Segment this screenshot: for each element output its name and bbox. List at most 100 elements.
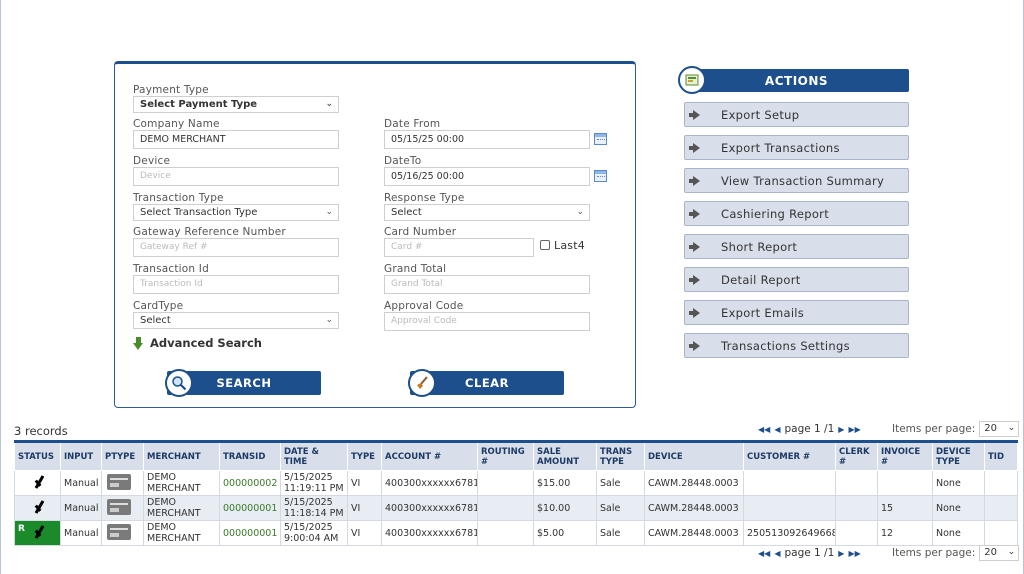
- action-view-transaction-summary[interactable]: View Transaction Summary: [684, 168, 909, 193]
- col-clerk[interactable]: CLERK #: [835, 441, 878, 471]
- calendar-icon[interactable]: [594, 170, 607, 182]
- action-transactions-settings[interactable]: Transactions Settings: [684, 333, 909, 358]
- approval-code-input[interactable]: Approval Code: [384, 312, 590, 331]
- gateway-ref-input[interactable]: Gateway Ref #: [133, 238, 339, 257]
- invoice-cell: [877, 470, 933, 496]
- col-transid[interactable]: TRANSID: [219, 441, 281, 471]
- items-per-page-value: 20: [984, 547, 997, 558]
- action-label: Export Transactions: [721, 140, 840, 155]
- status-cell: R: [14, 520, 61, 546]
- device-type-cell: None: [932, 495, 985, 521]
- account-cell: 400300xxxxxx6781: [381, 495, 478, 521]
- search-button-label: SEARCH: [216, 376, 272, 390]
- col-device-type[interactable]: DEVICE TYPE: [932, 441, 985, 471]
- chevron-down-icon: ⌄: [325, 315, 333, 325]
- next-page-icon[interactable]: ▶: [838, 424, 845, 434]
- col-input[interactable]: INPUT: [60, 441, 102, 471]
- action-label: View Transaction Summary: [721, 173, 885, 188]
- last-page-icon[interactable]: ▶▶: [848, 548, 861, 558]
- payment-type-select[interactable]: Select Payment Type ⌄: [133, 96, 339, 113]
- action-cashiering-report[interactable]: Cashiering Report: [684, 201, 909, 226]
- first-page-icon[interactable]: ◀◀: [758, 424, 771, 434]
- action-export-setup[interactable]: Export Setup: [684, 102, 909, 127]
- col-device[interactable]: DEVICE: [644, 441, 744, 471]
- search-button[interactable]: SEARCH: [165, 369, 321, 397]
- response-type-label: Response Type: [384, 192, 465, 204]
- response-type-value: Select: [391, 207, 422, 218]
- date-from-input[interactable]: 05/15/25 00:00: [384, 130, 590, 149]
- col-account[interactable]: ACCOUNT #: [381, 441, 478, 471]
- first-page-icon[interactable]: ◀◀: [758, 548, 771, 558]
- arrow-right-icon: [689, 110, 700, 120]
- transid-cell[interactable]: 000000001: [219, 495, 281, 521]
- next-page-icon[interactable]: ▶: [838, 548, 845, 558]
- chevron-down-icon: ⌄: [325, 99, 333, 109]
- tid-cell: [984, 470, 1018, 496]
- arrow-right-icon: [689, 143, 700, 153]
- response-type-select[interactable]: Select ⌄: [384, 204, 590, 221]
- transaction-type-value: Select Transaction Type: [140, 207, 258, 218]
- items-per-page-select[interactable]: 20 ⌄: [979, 545, 1020, 561]
- col-invoice[interactable]: INVOICE #: [877, 441, 933, 471]
- transid-cell[interactable]: 000000001: [219, 520, 281, 546]
- col-routing[interactable]: ROUTING #: [477, 441, 534, 471]
- trans-type-cell: Sale: [596, 495, 645, 521]
- chevron-down-icon: ⌄: [1007, 423, 1016, 433]
- card-type-select[interactable]: Select ⌄: [133, 312, 339, 329]
- items-per-page-select[interactable]: 20 ⌄: [979, 421, 1020, 437]
- clerk-cell: [835, 520, 878, 546]
- col-ptype[interactable]: PTYPE: [101, 441, 144, 471]
- ptype-cell: [101, 495, 144, 521]
- col-customer[interactable]: CUSTOMER #: [743, 441, 836, 471]
- advanced-search-toggle[interactable]: Advanced Search: [133, 336, 262, 350]
- col-date-time[interactable]: DATE & TIME: [280, 441, 348, 471]
- date-to-input[interactable]: 05/16/25 00:00: [384, 167, 590, 186]
- table-row[interactable]: Manual DEMO MERCHANT 000000001 5/15/2025…: [14, 495, 1018, 521]
- datetime-cell: 5/15/2025 9:00:04 AM: [280, 520, 348, 546]
- device-input[interactable]: Device: [133, 167, 339, 186]
- input-cell: Manual: [60, 470, 102, 496]
- transaction-type-select[interactable]: Select Transaction Type ⌄: [133, 204, 339, 221]
- card-type-value: Select: [140, 315, 171, 326]
- credit-card-icon: [107, 473, 131, 490]
- company-name-input[interactable]: DEMO MERCHANT: [133, 130, 339, 149]
- action-label: Short Report: [721, 239, 798, 254]
- col-merchant[interactable]: MERCHANT: [143, 441, 220, 471]
- payment-type-label: Payment Type: [133, 84, 209, 96]
- arrow-right-icon: [689, 242, 700, 252]
- tid-cell: [984, 495, 1018, 521]
- table-row[interactable]: Manual DEMO MERCHANT 000000002 5/15/2025…: [14, 470, 1018, 496]
- transid-cell[interactable]: 000000002: [219, 470, 281, 496]
- checkmark-icon: [31, 525, 45, 539]
- card-number-input[interactable]: Card #: [384, 238, 534, 257]
- action-label: Cashiering Report: [721, 206, 830, 221]
- grand-total-input[interactable]: Grand Total: [384, 275, 590, 294]
- clear-button[interactable]: CLEAR: [408, 369, 564, 397]
- prev-page-icon[interactable]: ◀: [774, 548, 781, 558]
- merchant-cell: DEMO MERCHANT: [143, 520, 220, 546]
- advanced-search-label: Advanced Search: [150, 336, 262, 350]
- action-detail-report[interactable]: Detail Report: [684, 267, 909, 292]
- device-cell: CAWM.28448.0003: [644, 470, 744, 496]
- gateway-ref-label: Gateway Reference Number: [133, 226, 286, 238]
- arrow-down-icon: [133, 336, 144, 350]
- status-mark: R: [18, 524, 25, 534]
- last4-checkbox[interactable]: [540, 240, 550, 250]
- prev-page-icon[interactable]: ◀: [774, 424, 781, 434]
- col-trans-type[interactable]: TRANS TYPE: [596, 441, 645, 471]
- calendar-icon[interactable]: [594, 133, 607, 145]
- customer-cell: [743, 495, 836, 521]
- col-tid[interactable]: TID: [984, 441, 1018, 471]
- col-sale-amount[interactable]: SALE AMOUNT: [533, 441, 597, 471]
- last-page-icon[interactable]: ▶▶: [848, 424, 861, 434]
- table-row[interactable]: R Manual DEMO MERCHANT 000000001 5/15/20…: [14, 520, 1018, 546]
- action-export-transactions[interactable]: Export Transactions: [684, 135, 909, 160]
- ptype-cell: [101, 470, 144, 496]
- device-type-cell: None: [932, 520, 985, 546]
- action-export-emails[interactable]: Export Emails: [684, 300, 909, 325]
- col-status[interactable]: STATUS: [14, 441, 61, 471]
- action-short-report[interactable]: Short Report: [684, 234, 909, 259]
- transaction-id-input[interactable]: Transaction Id: [133, 275, 339, 294]
- col-type[interactable]: TYPE: [347, 441, 382, 471]
